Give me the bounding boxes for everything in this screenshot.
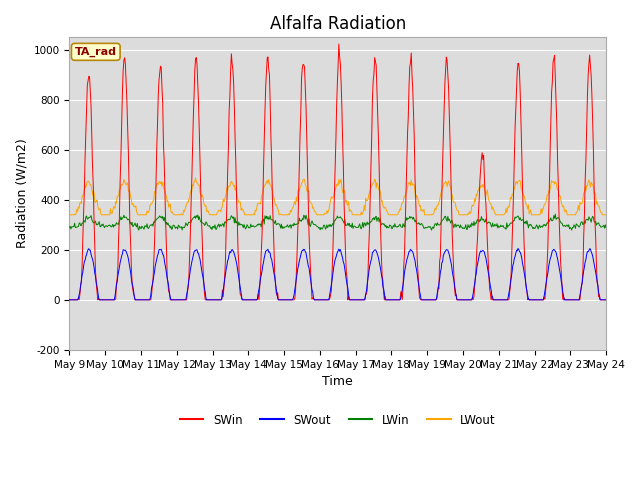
SWout — [213, 297, 221, 303]
LWout — [192, 175, 200, 180]
SWin — [131, 293, 138, 299]
LWout — [65, 212, 73, 218]
SWin — [213, 297, 221, 303]
LWout — [76, 205, 83, 211]
LWin — [131, 222, 138, 228]
LWin — [419, 222, 426, 228]
Line: LWout: LWout — [69, 178, 606, 215]
Line: LWin: LWin — [69, 214, 606, 230]
SWin — [335, 41, 342, 47]
SWout — [131, 294, 138, 300]
SWout — [76, 292, 83, 298]
LWin — [552, 211, 559, 217]
LWout — [602, 212, 610, 218]
SWout — [185, 277, 193, 283]
SWin — [185, 276, 193, 282]
SWin — [419, 297, 427, 303]
LWin — [65, 224, 73, 230]
SWin — [65, 297, 73, 303]
LWin — [185, 219, 193, 225]
SWout — [514, 246, 522, 252]
LWin — [213, 224, 221, 229]
LWout — [131, 203, 138, 209]
Text: TA_rad: TA_rad — [75, 47, 116, 57]
Y-axis label: Radiation (W/m2): Radiation (W/m2) — [15, 139, 28, 249]
LWout — [419, 208, 427, 214]
SWin — [404, 131, 412, 136]
SWout — [65, 297, 73, 303]
LWin — [403, 217, 411, 223]
LWin — [568, 227, 575, 233]
LWin — [602, 225, 610, 230]
SWin — [76, 297, 83, 303]
Title: Alfalfa Radiation: Alfalfa Radiation — [269, 15, 406, 33]
LWout — [404, 185, 412, 191]
SWin — [602, 297, 610, 303]
Line: SWin: SWin — [69, 44, 606, 300]
X-axis label: Time: Time — [323, 375, 353, 388]
LWout — [214, 209, 222, 215]
Legend: SWin, SWout, LWin, LWout: SWin, SWout, LWin, LWout — [175, 409, 500, 432]
Line: SWout: SWout — [69, 249, 606, 300]
LWin — [76, 221, 83, 227]
SWout — [419, 297, 426, 303]
LWout — [185, 196, 193, 202]
SWout — [403, 257, 411, 263]
SWout — [602, 297, 610, 303]
